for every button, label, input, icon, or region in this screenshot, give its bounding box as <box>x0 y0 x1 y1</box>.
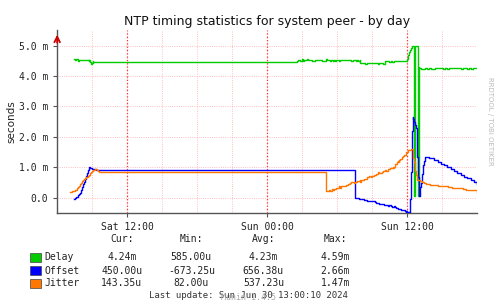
Text: -673.25u: -673.25u <box>168 266 215 275</box>
Text: 450.00u: 450.00u <box>101 266 142 275</box>
Text: 537.23u: 537.23u <box>243 278 284 288</box>
Text: 1.47m: 1.47m <box>321 278 350 288</box>
Text: Cur:: Cur: <box>110 234 134 244</box>
Text: Jitter: Jitter <box>45 278 80 288</box>
Y-axis label: seconds: seconds <box>6 100 16 143</box>
Text: Avg:: Avg: <box>251 234 275 244</box>
Text: Munin 1.4.5: Munin 1.4.5 <box>221 293 276 302</box>
Text: Offset: Offset <box>45 266 80 275</box>
Text: 4.59m: 4.59m <box>321 252 350 262</box>
Text: Last update: Sun Jun 30 13:00:10 2024: Last update: Sun Jun 30 13:00:10 2024 <box>149 291 348 300</box>
Text: RRDTOOL / TOBI OETIKER: RRDTOOL / TOBI OETIKER <box>487 77 493 166</box>
Text: 4.24m: 4.24m <box>107 252 137 262</box>
Text: Delay: Delay <box>45 252 74 262</box>
Text: 82.00u: 82.00u <box>174 278 209 288</box>
Title: NTP timing statistics for system peer - by day: NTP timing statistics for system peer - … <box>124 15 410 28</box>
Text: 4.23m: 4.23m <box>248 252 278 262</box>
Text: 143.35u: 143.35u <box>101 278 142 288</box>
Text: 585.00u: 585.00u <box>171 252 212 262</box>
Text: Min:: Min: <box>179 234 203 244</box>
Text: Max:: Max: <box>324 234 347 244</box>
Text: 656.38u: 656.38u <box>243 266 284 275</box>
Text: 2.66m: 2.66m <box>321 266 350 275</box>
